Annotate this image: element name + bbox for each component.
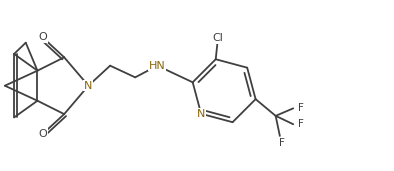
Text: HN: HN <box>149 61 166 71</box>
Text: F: F <box>298 103 304 113</box>
Text: O: O <box>38 32 47 42</box>
Text: N: N <box>197 109 205 119</box>
Text: F: F <box>298 119 304 129</box>
Text: O: O <box>38 129 47 139</box>
Text: N: N <box>84 81 93 91</box>
Text: Cl: Cl <box>212 33 223 43</box>
Text: F: F <box>279 139 285 148</box>
